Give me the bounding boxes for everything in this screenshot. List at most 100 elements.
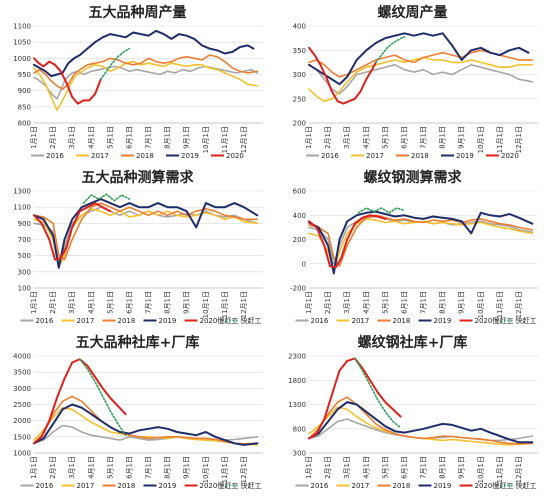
legend-label: 2016: [36, 482, 54, 490]
y-tick-label: -200: [290, 285, 306, 293]
series-line-2020_fast: [357, 207, 406, 214]
series-line-2018: [33, 202, 259, 261]
chart-title: 五大品种测算需求: [82, 169, 195, 186]
x-tick-label: 7月1日: [420, 126, 428, 149]
legend-label: 2016: [36, 317, 54, 325]
legend-label: 2019: [159, 482, 177, 490]
legend-label: 2017: [91, 152, 109, 160]
series-line-2016: [33, 65, 259, 100]
legend-label: 2018: [393, 482, 411, 490]
chart-title: 螺纹钢社库+厂库: [358, 334, 468, 351]
x-tick-label: 4月1日: [362, 126, 370, 149]
y-tick-label: 250: [293, 95, 306, 103]
y-tick-label: 800: [293, 425, 306, 433]
y-tick-label: 1100: [13, 23, 31, 31]
series-line-2017: [308, 218, 534, 271]
legend-label: 2018: [136, 152, 154, 160]
x-tick-label: 6月1日: [400, 291, 408, 314]
legend-label: 2016: [46, 152, 64, 160]
legend-label: 2020慢赶工: [200, 481, 239, 490]
x-tick-label: 12月1日: [515, 291, 523, 318]
x-tick-label: 10月1日: [202, 126, 210, 153]
x-tick-label: 1月1日: [30, 126, 38, 149]
legend-label: 2018: [411, 152, 429, 160]
y-tick-label: 300: [293, 71, 306, 79]
legend-label: 2016: [311, 482, 329, 490]
y-tick-label: 300: [18, 268, 31, 276]
series-line-2019: [308, 32, 530, 86]
y-tick-label: 500: [18, 252, 31, 260]
y-tick-label: 350: [293, 47, 306, 55]
x-tick-label: 11月1日: [496, 126, 504, 153]
chart-panel-2: 螺纹周产量 200 250 300 350 400 1月1日 2月1日 3月1日 4月1日 5月1日…: [293, 4, 538, 160]
x-tick-label: 4月1日: [87, 126, 95, 149]
y-tick-label: 100: [18, 285, 31, 293]
chart-panel-3: 五大品种测算需求 100 300 500 700 900 1100 1300 1月1日 2月1日 3…: [13, 169, 263, 325]
x-tick-label: 11月1日: [221, 126, 229, 153]
x-tick-label: 3月1日: [68, 126, 76, 149]
chart-title: 五大品种周产量: [89, 4, 187, 21]
legend-label: 2019: [456, 152, 474, 160]
x-tick-label: 8月1日: [439, 456, 447, 479]
x-tick-label: 6月1日: [400, 126, 408, 149]
x-tick-label: 7月1日: [145, 291, 153, 314]
x-tick-label: 3月1日: [343, 456, 351, 479]
series-line-2017: [308, 56, 534, 102]
x-tick-label: 1月1日: [305, 126, 313, 149]
series-line-2018: [33, 395, 259, 445]
x-tick-label: 11月1日: [221, 456, 229, 483]
x-tick-label: 5月1日: [106, 456, 114, 479]
legend-label: 2020: [501, 152, 519, 160]
legend-label: 2019: [434, 317, 452, 325]
x-tick-label: 9月1日: [458, 291, 466, 314]
y-tick-label: 2000: [13, 417, 31, 425]
series-line-2019: [33, 403, 259, 446]
chart-panel-5: 五大品种社库+厂库 1000 1500 2000 2500 3000 3500 4000 1月1…: [13, 334, 263, 490]
x-tick-label: 7月1日: [145, 126, 153, 149]
x-tick-label: 1月1日: [305, 456, 313, 479]
legend-label: 快赶工: [516, 316, 537, 325]
y-tick-label: 600: [293, 188, 306, 196]
x-tick-label: 12月1日: [515, 456, 523, 483]
y-tick-label: 900: [18, 220, 31, 228]
chart-panel-4: 螺纹钢测算需求 -200 0 200 400 600 1月1日 2月1日 3月1日 4月1日 5月1…: [290, 169, 538, 325]
x-tick-label: 4月1日: [362, 291, 370, 314]
y-tick-label: 700: [18, 236, 31, 244]
x-tick-label: 9月1日: [183, 126, 191, 149]
series-line-2020: [33, 202, 112, 261]
legend-label: 快赶工: [516, 481, 537, 490]
series-line-2019: [308, 401, 534, 444]
x-tick-label: 5月1日: [381, 291, 389, 314]
x-tick-label: 9月1日: [458, 126, 466, 149]
x-tick-label: 4月1日: [87, 456, 95, 479]
x-tick-label: 7月1日: [420, 456, 428, 479]
y-tick-label: 1800: [288, 377, 306, 385]
series-line-2019: [33, 198, 259, 269]
x-tick-label: 9月1日: [183, 456, 191, 479]
x-tick-label: 7月1日: [145, 456, 153, 479]
series-line-2018: [33, 54, 259, 90]
series-line-2018: [308, 396, 534, 445]
series-line-2017: [33, 208, 259, 268]
y-tick-label: 3500: [13, 369, 31, 377]
x-tick-label: 8月1日: [164, 456, 172, 479]
x-tick-label: 2月1日: [49, 291, 57, 314]
x-tick-label: 6月1日: [400, 456, 408, 479]
series-line-2020: [33, 57, 102, 105]
x-tick-label: 8月1日: [164, 291, 172, 314]
chart-panel-1: 五大品种周产量 800 850 900 950 1000 1050 1100 1月1日 2月1日 3…: [13, 4, 263, 160]
x-tick-label: 5月1日: [106, 291, 114, 314]
y-tick-label: 4000: [13, 353, 31, 361]
y-tick-label: 1500: [13, 433, 31, 441]
x-tick-label: 10月1日: [202, 291, 210, 318]
x-tick-label: 11月1日: [496, 456, 504, 483]
y-tick-label: 200: [293, 120, 306, 128]
series-line-2019: [308, 210, 534, 275]
legend-label: 2019: [434, 482, 452, 490]
legend-label: 2016: [321, 152, 339, 160]
x-tick-label: 2月1日: [324, 291, 332, 314]
legend-label: 2020慢赶工: [200, 316, 239, 325]
y-tick-label: 1050: [13, 39, 31, 47]
x-tick-label: 8月1日: [439, 291, 447, 314]
y-tick-label: 800: [18, 120, 31, 128]
